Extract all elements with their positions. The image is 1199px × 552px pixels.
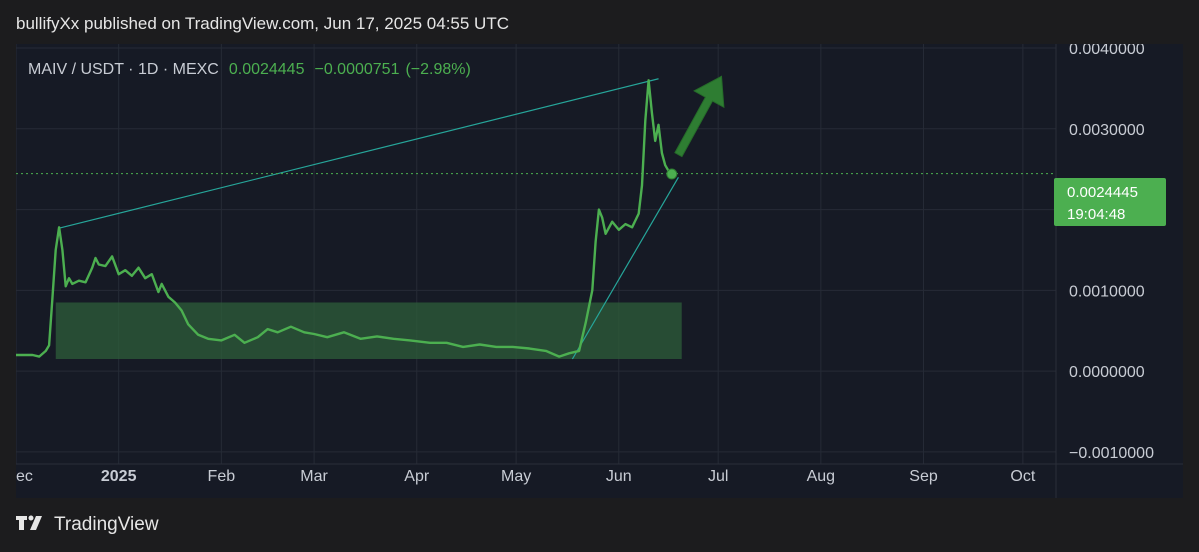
publisher-line: bullifyXx published on TradingView.com, … [16, 14, 509, 33]
y-tick-label: −0.0010000 [1069, 445, 1154, 462]
price-line [16, 79, 673, 358]
x-tick-label: Jul [708, 468, 728, 485]
x-tick-label: Jun [606, 468, 632, 485]
price-chart[interactable]: 0.00400000.00300000.00200000.00100000.00… [16, 44, 1183, 498]
footer-brand: TradingView [54, 514, 159, 535]
symbol-legend: MAIV / USDT · 1D · MEXC 0.0024445 −0.00007… [28, 61, 471, 78]
x-tick-label: Sep [909, 468, 938, 485]
x-tick-label: May [501, 468, 531, 485]
support-trendline [571, 176, 679, 360]
y-tick-label: 0.0010000 [1069, 283, 1145, 300]
x-tick-label: Aug [807, 468, 835, 485]
price-tag-bg [1054, 178, 1166, 226]
legend-change-pct: (−2.98%) [405, 61, 470, 78]
legend-exchange: MEXC [173, 61, 219, 78]
tradingview-logo-icon [16, 514, 46, 536]
trendline-layer [58, 78, 679, 360]
y-tick-label: 0.0000000 [1069, 364, 1145, 381]
legend-interval: 1D [138, 61, 158, 78]
last-price-marker [666, 168, 678, 180]
tradingview-logo[interactable]: TradingView [16, 514, 159, 536]
price-tag: 0.0024445 19:04:48 [1054, 178, 1166, 226]
upper-trendline [58, 78, 659, 229]
x-tick-label: Mar [300, 468, 328, 485]
x-tick-label: ec [16, 468, 33, 485]
y-tick-label: 0.0040000 [1069, 44, 1145, 58]
x-tick-label: Apr [404, 468, 430, 485]
up-arrow [674, 75, 725, 158]
price-tag-value: 0.0024445 [1067, 184, 1138, 201]
legend-change: −0.0000751 [314, 61, 399, 78]
time-axis: ec 2025 Feb Mar Apr May Jun Jul Aug Sep Oct [16, 468, 1036, 485]
legend-last-price: 0.0024445 [229, 61, 305, 78]
x-tick-label: 2025 [101, 468, 137, 485]
series-layer [16, 75, 1056, 358]
price-tag-countdown: 19:04:48 [1067, 206, 1125, 223]
x-tick-label: Feb [208, 468, 236, 485]
chart-panel[interactable]: 0.00400000.00300000.00200000.00100000.00… [16, 44, 1183, 498]
legend-symbol: MAIV / USDT [28, 61, 124, 78]
grid [16, 44, 1183, 498]
price-axis: 0.00400000.00300000.00200000.00100000.00… [1069, 44, 1154, 462]
y-tick-label: 0.0030000 [1069, 122, 1145, 139]
x-tick-label: Oct [1010, 468, 1035, 485]
